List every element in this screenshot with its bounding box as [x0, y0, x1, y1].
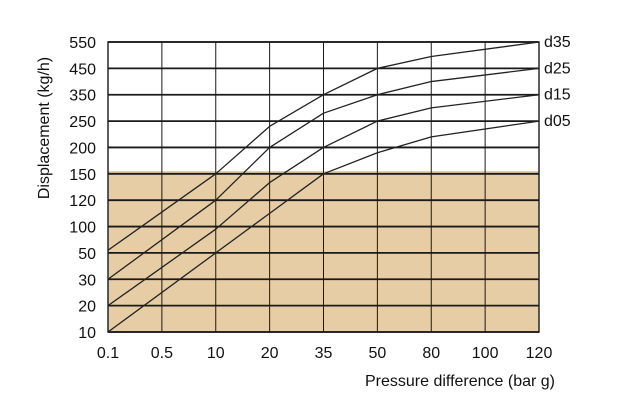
- y-tick-label: 30: [78, 272, 96, 289]
- series-line-d25: [107, 67, 540, 280]
- y-tick-label: 250: [69, 114, 96, 131]
- x-tick-label: 0.1: [97, 345, 119, 362]
- y-tick-label: 10: [78, 325, 96, 342]
- x-tick-label: 20: [261, 345, 279, 362]
- x-tick-label: 35: [315, 345, 333, 362]
- x-tick-label: 80: [422, 345, 440, 362]
- y-tick-label: 50: [78, 246, 96, 263]
- series-label-d15: d15: [544, 87, 571, 104]
- y-tick-label: 450: [69, 61, 96, 78]
- y-tick-label: 350: [69, 88, 96, 105]
- plot-frame: [107, 41, 540, 333]
- x-axis-title: Pressure difference (bar g): [365, 373, 555, 390]
- x-axis-ticks: 0.1 0.5 10 20 35 50 80 100 120: [97, 345, 553, 362]
- x-tick-label: 120: [526, 345, 553, 362]
- series-labels: d35 d25 d15 d05: [544, 34, 571, 130]
- x-tick-label: 100: [472, 345, 499, 362]
- y-axis-title: Displacement (kg/h): [36, 57, 53, 199]
- series-label-d05: d05: [544, 113, 571, 130]
- x-tick-label: 0.5: [151, 345, 173, 362]
- series-label-d25: d25: [544, 60, 571, 77]
- x-tick-label: 50: [368, 345, 386, 362]
- y-tick-label: 20: [78, 299, 96, 316]
- series-line-d15: [107, 94, 540, 307]
- series-label-d35: d35: [544, 34, 571, 51]
- y-tick-label: 100: [69, 220, 96, 237]
- series-line-d05: [107, 120, 540, 333]
- x-tick-label: 10: [207, 345, 225, 362]
- y-tick-label: 550: [69, 35, 96, 52]
- y-tick-label: 120: [69, 193, 96, 210]
- y-axis-ticks: 10 20 30 50 100 120 150 200 250 350 450 550: [69, 35, 96, 342]
- y-tick-label: 150: [69, 167, 96, 184]
- series-line-d35: [107, 41, 540, 251]
- series-group: [107, 41, 540, 333]
- y-tick-label: 200: [69, 140, 96, 157]
